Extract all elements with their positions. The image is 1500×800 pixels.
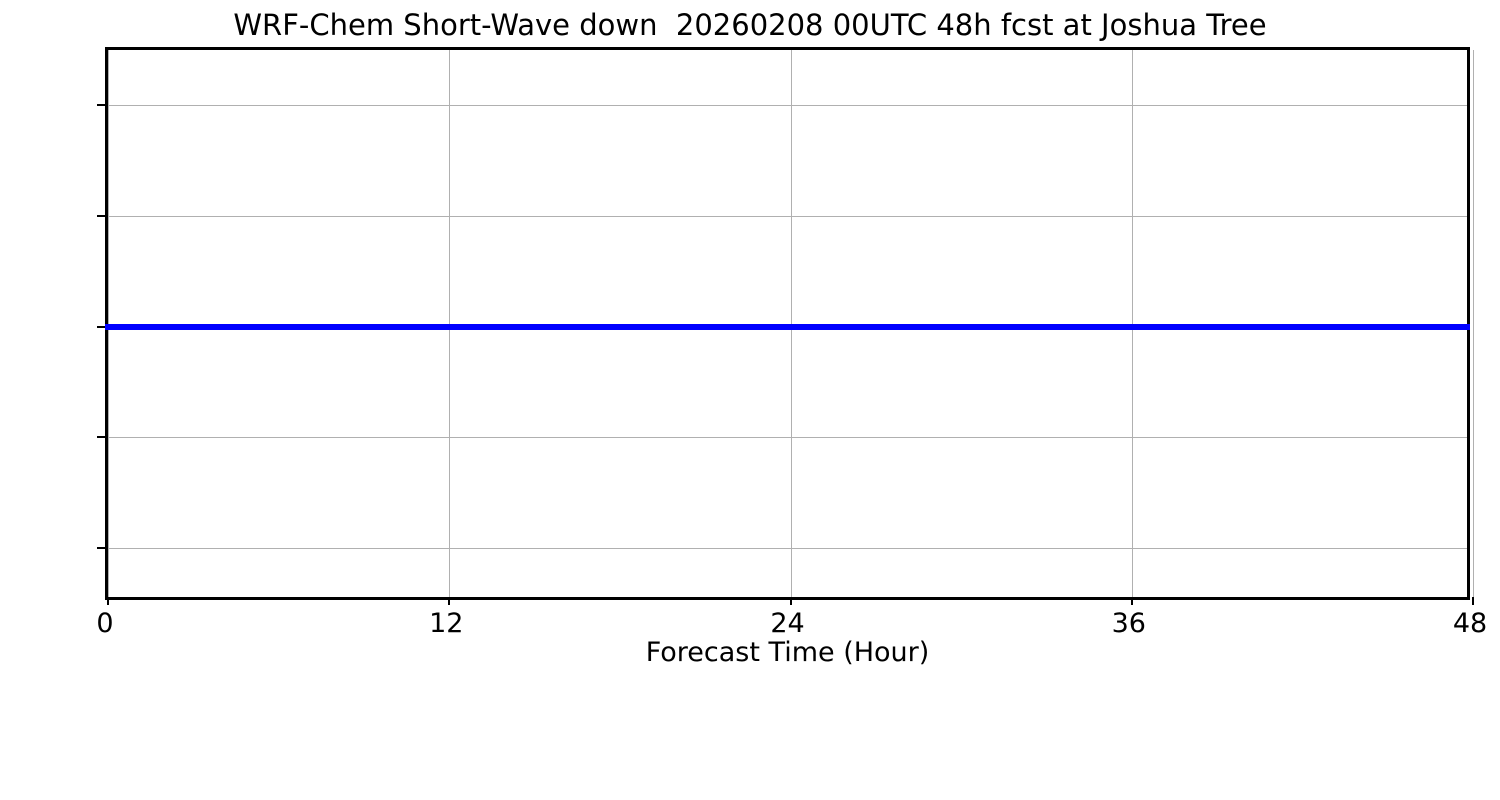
gridline-vertical xyxy=(1473,50,1474,597)
x-tick-mark xyxy=(789,597,792,605)
x-tick-mark xyxy=(448,597,451,605)
plot-area xyxy=(97,47,1474,605)
y-tick-mark xyxy=(97,436,105,439)
y-tick-mark xyxy=(97,546,105,549)
data-series-layer xyxy=(105,50,1470,597)
x-tick-mark xyxy=(1130,597,1133,605)
gridline-horizontal xyxy=(108,105,1467,107)
gridline-horizontal xyxy=(108,215,1467,217)
x-tick-label: 36 xyxy=(1111,608,1146,639)
chart-title: WRF-Chem Short-Wave down 20260208 00UTC … xyxy=(233,8,1267,42)
y-tick-mark xyxy=(97,214,105,217)
x-tick-mark xyxy=(1472,597,1474,605)
x-tick-label: 48 xyxy=(1452,608,1488,639)
x-tick-label: 0 xyxy=(96,608,114,639)
x-tick-label: 24 xyxy=(770,608,805,639)
series-line-0 xyxy=(105,323,1470,330)
y-tick-mark xyxy=(97,325,105,328)
x-tick-label: 12 xyxy=(429,608,464,639)
y-tick-mark xyxy=(97,104,105,107)
x-axis-label: Forecast Time (Hour) xyxy=(645,637,930,668)
gridline-horizontal xyxy=(108,547,1467,549)
x-tick-mark xyxy=(107,597,109,605)
gridline-horizontal xyxy=(108,437,1467,439)
